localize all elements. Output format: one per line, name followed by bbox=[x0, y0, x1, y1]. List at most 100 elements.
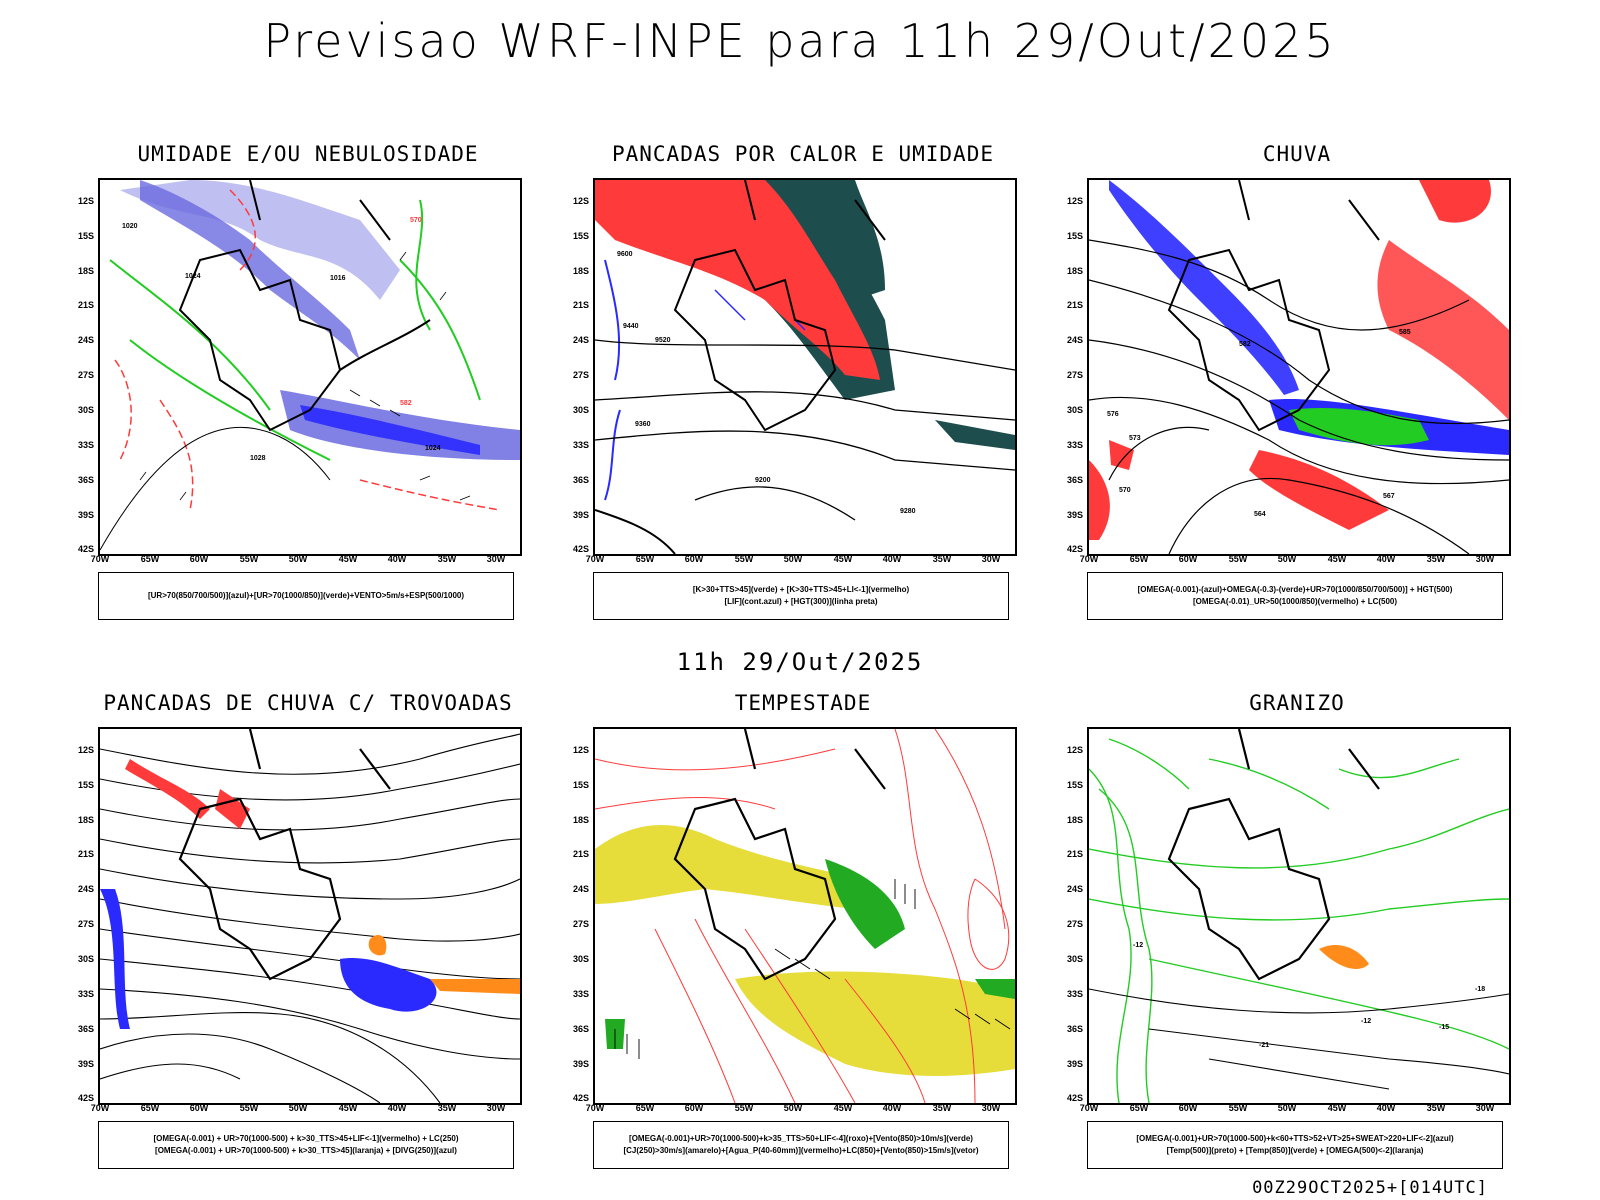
lat-tick: 15S bbox=[77, 231, 94, 241]
lat-tick: 36S bbox=[572, 1024, 589, 1034]
contour-label: 585 bbox=[1399, 329, 1411, 336]
contour-label: -15 bbox=[1439, 1024, 1449, 1031]
lon-tick: 55W bbox=[239, 1103, 259, 1113]
mid-title: 11h 29/Out/2025 bbox=[676, 648, 924, 676]
lon-tick: 45W bbox=[338, 554, 358, 564]
lat-tick: 42S bbox=[1066, 544, 1083, 554]
lat-axis: 12S 15S 18S 21S 24S 27S 30S 33S 36S 39S … bbox=[1053, 727, 1083, 1103]
contour-label: 570 bbox=[1119, 487, 1131, 494]
panel-umidade: UMIDADE E/OU NEBULOSIDADE 1020 1016 1024… bbox=[78, 142, 578, 648]
lat-tick: 33S bbox=[1066, 989, 1083, 999]
contour-label: 1028 bbox=[250, 455, 266, 462]
lon-tick: 55W bbox=[734, 554, 754, 564]
map-canvas-6: -12 -12 -15 -21 -18 bbox=[1089, 729, 1509, 1103]
lat-tick: 36S bbox=[77, 475, 94, 485]
legend-line: [CJ(250)>30m/s](amarelo)+[Agua_P(40-60mm… bbox=[623, 1146, 979, 1155]
lon-tick: 50W bbox=[1277, 554, 1297, 564]
lon-tick: 60W bbox=[189, 554, 209, 564]
lon-tick: 45W bbox=[338, 1103, 358, 1113]
legend-line: [OMEGA(-0.001) + UR>70(1000-500) + k>30_… bbox=[155, 1146, 457, 1155]
lon-tick: 40W bbox=[387, 554, 407, 564]
lat-tick: 42S bbox=[572, 1093, 589, 1103]
lon-tick: 50W bbox=[783, 554, 803, 564]
map-umidade: 1020 1016 1024 1024 1028 570 582 bbox=[98, 178, 522, 556]
lat-tick: 30S bbox=[77, 405, 94, 415]
map-granizo: -12 -12 -15 -21 -18 bbox=[1087, 727, 1511, 1105]
lat-tick: 15S bbox=[1066, 231, 1083, 241]
lat-tick: 24S bbox=[77, 884, 94, 894]
lon-axis: 70W 65W 60W 55W 50W 45W 40W 35W 30W bbox=[91, 1103, 518, 1117]
map-canvas-1: 1020 1016 1024 1024 1028 570 582 bbox=[100, 180, 520, 551]
contour-label: 582 bbox=[400, 400, 412, 407]
panel-title: CHUVA bbox=[1262, 142, 1332, 166]
lat-tick: 18S bbox=[77, 266, 94, 276]
lat-tick: 15S bbox=[572, 231, 589, 241]
lat-tick: 36S bbox=[572, 475, 589, 485]
lat-axis: 12S 15S 18S 21S 24S 27S 30S 33S 36S 39S … bbox=[559, 727, 589, 1103]
lon-tick: 60W bbox=[189, 1103, 209, 1113]
lon-axis: 70W 65W 60W 55W 50W 45W 40W 35W 30W bbox=[586, 554, 1013, 568]
contour-label: -12 bbox=[1361, 1018, 1371, 1025]
lat-tick: 15S bbox=[77, 780, 94, 790]
legend-umidade: [UR>70(850/700/500)](azul)+[UR>70(1000/8… bbox=[98, 572, 514, 620]
lon-tick: 70W bbox=[1079, 1103, 1099, 1113]
lat-tick: 21S bbox=[1066, 300, 1083, 310]
lon-axis: 70W 65W 60W 55W 50W 45W 40W 35W 30W bbox=[1080, 1103, 1507, 1117]
contour-label: 1024 bbox=[425, 445, 441, 452]
panel-title: PANCADAS DE CHUVA C/ TROVOADAS bbox=[103, 691, 513, 715]
lon-tick: 55W bbox=[1228, 554, 1248, 564]
lon-tick: 30W bbox=[981, 1103, 1001, 1113]
contour-label: 564 bbox=[1254, 511, 1266, 518]
lon-tick: 35W bbox=[1426, 554, 1446, 564]
legend-line: [OMEGA(-0.001) + UR>70(1000-500) + k>30_… bbox=[153, 1134, 459, 1143]
lat-axis: 12S 15S 18S 21S 24S 27S 30S 33S 36S 39S … bbox=[64, 178, 94, 554]
lon-tick: 70W bbox=[1079, 554, 1099, 564]
map-canvas-4 bbox=[100, 729, 520, 1103]
lon-tick: 65W bbox=[140, 554, 160, 564]
run-timestamp: 00Z29OCT2025+[014UTC] bbox=[1252, 1178, 1488, 1198]
lat-tick: 39S bbox=[77, 510, 94, 520]
lat-tick: 21S bbox=[572, 849, 589, 859]
lon-tick: 65W bbox=[635, 554, 655, 564]
lon-tick: 60W bbox=[684, 554, 704, 564]
panel-tempestade: TEMPESTADE bbox=[573, 691, 1073, 1197]
lon-tick: 45W bbox=[833, 554, 853, 564]
lon-tick: 65W bbox=[635, 1103, 655, 1113]
lon-tick: 50W bbox=[288, 554, 308, 564]
map-tempestade bbox=[593, 727, 1017, 1105]
lon-tick: 45W bbox=[833, 1103, 853, 1113]
lat-tick: 36S bbox=[1066, 475, 1083, 485]
lat-tick: 21S bbox=[1066, 849, 1083, 859]
lat-tick: 21S bbox=[77, 849, 94, 859]
map-canvas-3: 576 573 570 582 585 567 564 bbox=[1089, 180, 1509, 554]
contour-label: -18 bbox=[1475, 986, 1485, 993]
lon-tick: 60W bbox=[1178, 1103, 1198, 1113]
lat-tick: 33S bbox=[77, 989, 94, 999]
lat-tick: 36S bbox=[77, 1024, 94, 1034]
lon-tick: 30W bbox=[1475, 1103, 1495, 1113]
lat-tick: 21S bbox=[572, 300, 589, 310]
lat-tick: 12S bbox=[1066, 745, 1083, 755]
lat-tick: 18S bbox=[572, 815, 589, 825]
panel-title: UMIDADE E/OU NEBULOSIDADE bbox=[137, 142, 479, 166]
lon-tick: 55W bbox=[1228, 1103, 1248, 1113]
contour-label: 9280 bbox=[900, 508, 916, 515]
lat-tick: 12S bbox=[572, 196, 589, 206]
lon-tick: 65W bbox=[140, 1103, 160, 1113]
lat-tick: 18S bbox=[77, 815, 94, 825]
contour-label: 9600 bbox=[617, 251, 633, 258]
lon-tick: 35W bbox=[932, 554, 952, 564]
panel-title: GRANIZO bbox=[1249, 691, 1345, 715]
lat-tick: 33S bbox=[77, 440, 94, 450]
lon-tick: 55W bbox=[239, 554, 259, 564]
map-trovoadas bbox=[98, 727, 522, 1105]
legend-line: [K>30+TTS>45](verde) + [K>30+TTS>45+LI<-… bbox=[692, 585, 910, 594]
lon-tick: 40W bbox=[882, 554, 902, 564]
lat-tick: 27S bbox=[77, 370, 94, 380]
lat-tick: 42S bbox=[77, 1093, 94, 1103]
legend-line: [UR>70(850/700/500)](azul)+[UR>70(1000/8… bbox=[147, 591, 465, 600]
lon-tick: 35W bbox=[932, 1103, 952, 1113]
contour-label: 9520 bbox=[655, 337, 671, 344]
contour-label: 570 bbox=[410, 217, 422, 224]
lat-tick: 30S bbox=[77, 954, 94, 964]
